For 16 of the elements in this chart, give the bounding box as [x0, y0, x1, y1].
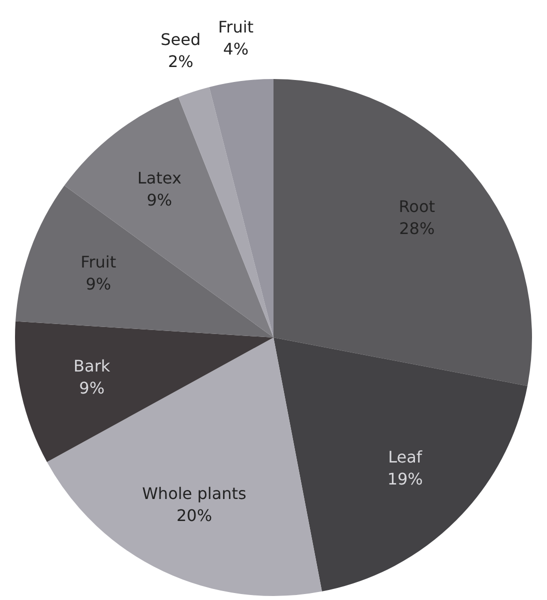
slice-label: Fruit — [80, 252, 116, 272]
slice-label: Latex — [137, 168, 182, 188]
data-label: 9% — [86, 274, 112, 294]
data-label: 9% — [146, 190, 172, 210]
data-label: 4% — [223, 40, 249, 59]
slice-label: Whole plants — [142, 484, 246, 504]
data-label: 2% — [168, 52, 194, 71]
slice-label: Leaf — [388, 447, 422, 466]
data-label: 9% — [79, 378, 105, 398]
slice-label: Seed — [160, 30, 201, 49]
slice-label: Root — [398, 197, 436, 216]
data-label: 19% — [387, 469, 423, 488]
data-label: 20% — [176, 506, 212, 526]
slice-label: Fruit — [218, 18, 254, 37]
data-label: 28% — [399, 219, 435, 238]
slice-label: Bark — [74, 356, 111, 376]
